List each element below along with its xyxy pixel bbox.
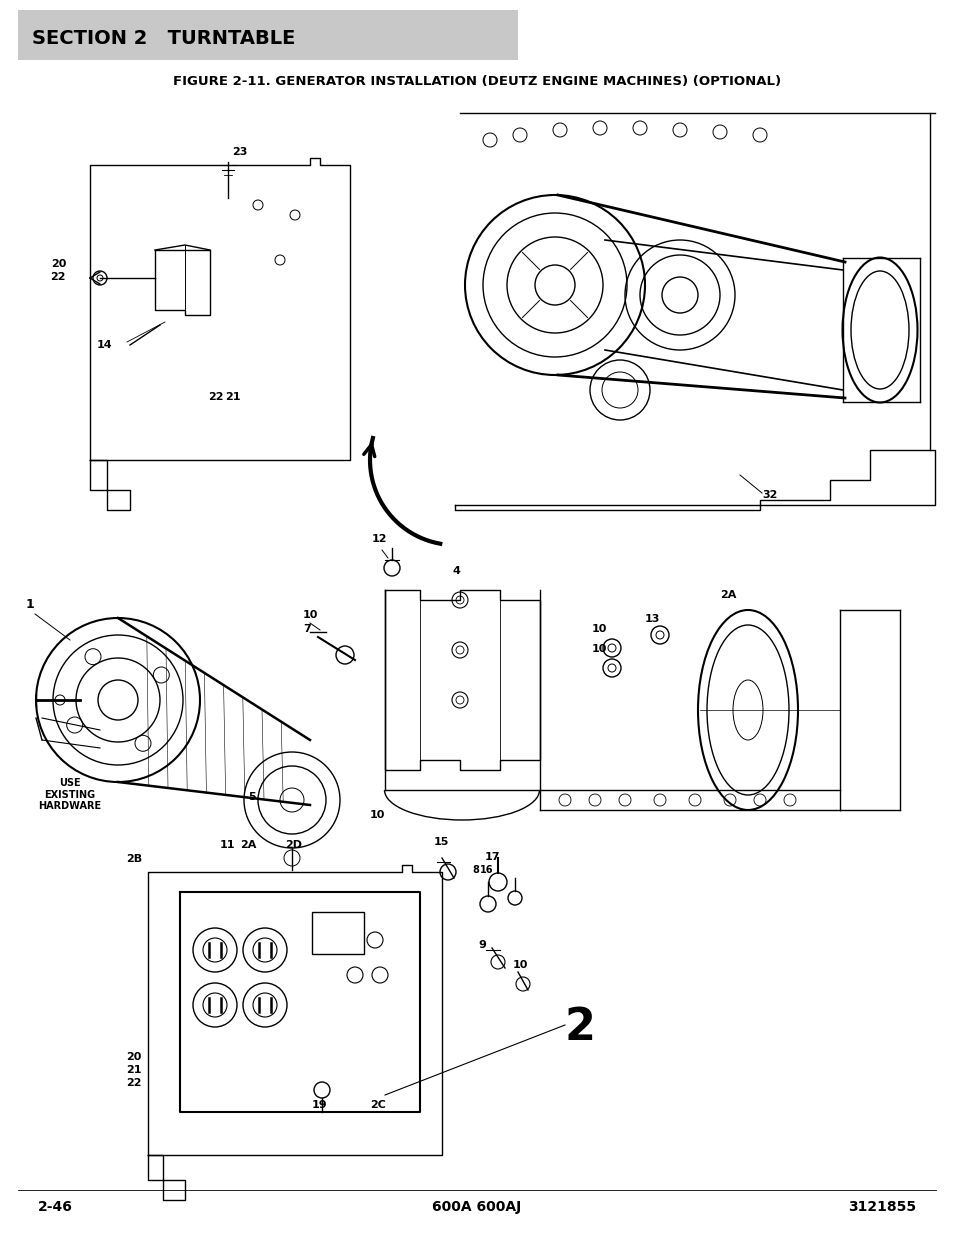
Text: 1: 1 [26,598,34,611]
Text: 2A: 2A [720,590,736,600]
Text: 2: 2 [564,1007,595,1049]
Text: 10: 10 [303,610,318,620]
Text: 16: 16 [479,864,493,876]
Text: 10: 10 [592,624,607,634]
Text: 17: 17 [484,852,500,862]
Text: 21: 21 [225,391,240,403]
Text: 20: 20 [127,1052,142,1062]
Text: 2-46: 2-46 [38,1200,72,1214]
Text: USE
EXISTING
HARDWARE: USE EXISTING HARDWARE [38,778,101,811]
Text: 13: 13 [644,614,659,624]
Text: 11: 11 [220,840,235,850]
Text: 22: 22 [127,1078,142,1088]
Text: 2B: 2B [126,853,142,864]
Text: 32: 32 [761,490,777,500]
Text: FIGURE 2-11. GENERATOR INSTALLATION (DEUTZ ENGINE MACHINES) (OPTIONAL): FIGURE 2-11. GENERATOR INSTALLATION (DEU… [172,75,781,89]
Text: 15: 15 [434,837,449,847]
Text: 10: 10 [592,643,607,655]
Text: 3121855: 3121855 [847,1200,915,1214]
Text: 21: 21 [127,1065,142,1074]
Text: 2A: 2A [240,840,256,850]
Text: 8: 8 [472,864,478,876]
Text: 22: 22 [51,272,66,282]
Text: 10: 10 [513,960,528,969]
Text: 2D: 2D [285,840,302,850]
Text: 7: 7 [303,624,311,634]
Text: 10: 10 [370,810,385,820]
Text: 12: 12 [372,534,387,543]
Text: 9: 9 [477,940,485,950]
Text: 19: 19 [312,1100,327,1110]
Text: 4: 4 [453,566,460,576]
Text: 2C: 2C [370,1100,385,1110]
Text: SECTION 2   TURNTABLE: SECTION 2 TURNTABLE [32,28,295,47]
Text: 600A 600AJ: 600A 600AJ [432,1200,521,1214]
Bar [312,911,364,953]
Text: 14: 14 [96,340,112,350]
Bar [18,10,517,61]
Text: 23: 23 [232,147,247,157]
Text: 5: 5 [248,792,255,802]
Text: 22: 22 [208,391,223,403]
Text: 20: 20 [51,259,66,269]
